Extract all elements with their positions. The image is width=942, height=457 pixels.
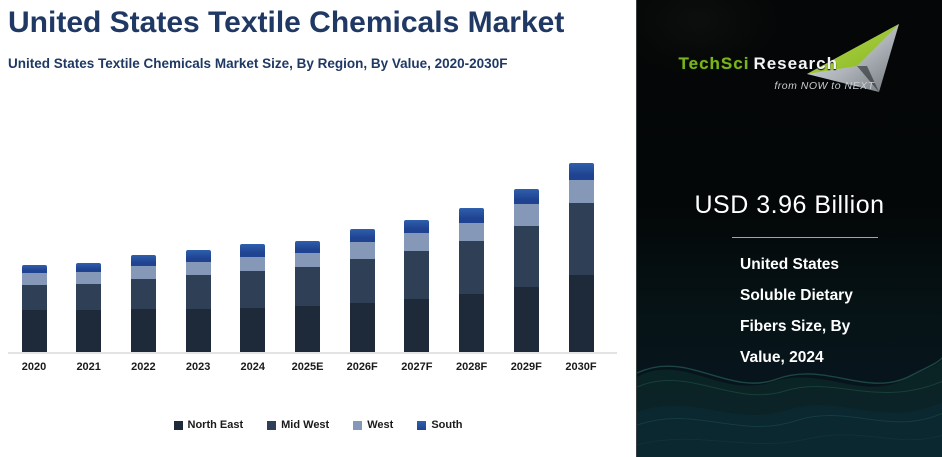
- legend-swatch-mid-west: [267, 420, 277, 430]
- legend-item-south: South: [417, 419, 462, 431]
- bar-segment-south: [349, 229, 375, 242]
- bar-segment-north-east: [76, 310, 102, 352]
- brand-panel: TechSci Research from NOW to NEXT USD 3.9…: [636, 0, 942, 457]
- page-title: United States Textile Chemicals Market: [8, 6, 565, 39]
- bar-segment-mid-west: [76, 284, 102, 310]
- bar-segment-mid-west: [404, 251, 430, 299]
- bar-segment-mid-west: [130, 279, 156, 309]
- brand-name-secondary: Research: [753, 54, 838, 73]
- bar-segment-south: [76, 263, 102, 272]
- bar-segment-west: [21, 273, 47, 285]
- bar-2030F: [568, 163, 594, 352]
- bar-2026F: [349, 229, 375, 352]
- x-axis-label-2026F: 2026F: [346, 361, 378, 373]
- x-axis-label-2025E: 2025E: [291, 361, 324, 373]
- bar-segment-mid-west: [185, 275, 211, 309]
- bar-segment-south: [568, 163, 594, 180]
- bar-segment-west: [459, 223, 485, 241]
- bar-segment-west: [185, 262, 211, 275]
- bar-2028F: [459, 208, 485, 352]
- bar-segment-north-east: [513, 287, 539, 352]
- legend-item-mid-west: Mid West: [267, 419, 329, 431]
- bar-2023: [185, 250, 211, 352]
- bar-segment-mid-west: [349, 259, 375, 303]
- bar-segment-west: [76, 272, 102, 284]
- bar-segment-south: [513, 189, 539, 204]
- x-axis-label-2024: 2024: [240, 361, 266, 373]
- bar-2022: [130, 255, 156, 352]
- caption-line-4: Value, 2024: [740, 349, 824, 366]
- bar-2029F: [513, 189, 539, 352]
- bar-segment-south: [404, 220, 430, 233]
- techsci-logo: TechSci Research from NOW to NEXT: [679, 22, 901, 94]
- bar-segment-west: [349, 242, 375, 259]
- x-axis-label-2029F: 2029F: [510, 361, 542, 373]
- headline-divider: [732, 237, 878, 238]
- caption-line-2: Soluble Dietary: [740, 287, 853, 304]
- chart-section: United States Textile Chemicals Market U…: [0, 6, 636, 431]
- x-axis-label-2030F: 2030F: [565, 361, 597, 373]
- bar-segment-north-east: [349, 303, 375, 352]
- legend-label-south: South: [431, 419, 463, 431]
- x-axis-line: [8, 352, 617, 354]
- chart-legend: North East Mid West West South: [0, 419, 636, 431]
- techsci-arrow-icon: [806, 24, 899, 92]
- brand-tagline: from NOW to NEXT: [774, 80, 875, 92]
- bar-segment-west: [404, 233, 430, 251]
- legend-item-west: West: [353, 419, 393, 431]
- bar-segment-south: [130, 255, 156, 266]
- legend-label-north-east: North East: [187, 419, 244, 431]
- x-axis-label-2020: 2020: [21, 361, 47, 373]
- x-axis-label-2027F: 2027F: [401, 361, 433, 373]
- bar-2027F: [404, 220, 430, 352]
- bar-2025E: [295, 241, 320, 352]
- x-axis-label-2028F: 2028F: [455, 361, 488, 373]
- bar-segment-north-east: [568, 275, 594, 352]
- bar-2020: [21, 265, 47, 352]
- bar-segment-north-east: [459, 294, 485, 352]
- caption-line-3: Fibers Size, By: [740, 318, 851, 335]
- bar-segment-north-east: [295, 306, 320, 352]
- bar-segment-south: [459, 208, 485, 223]
- bar-segment-mid-west: [21, 285, 47, 310]
- chart-subtitle: United States Textile Chemicals Market S…: [8, 56, 508, 71]
- bar-segment-west: [568, 180, 594, 203]
- bar-segment-west: [240, 257, 266, 271]
- bar-segment-south: [185, 250, 211, 262]
- bar-segment-mid-west: [568, 203, 594, 275]
- bar-segment-south: [240, 244, 266, 257]
- bar-2024: [240, 244, 266, 352]
- bar-segment-north-east: [130, 309, 156, 352]
- legend-swatch-south: [417, 420, 427, 430]
- x-axis-label-2021: 2021: [76, 361, 101, 373]
- x-axis-label-2022: 2022: [131, 361, 156, 373]
- legend-item-north-east: North East: [173, 419, 244, 431]
- legend-label-west: West: [367, 419, 394, 431]
- bar-segment-north-east: [21, 310, 47, 352]
- market-value-headline: USD 3.96 Billion: [694, 191, 885, 219]
- bar-segment-mid-west: [240, 271, 266, 308]
- wave-pattern-decoration: [637, 357, 942, 457]
- techsci-wordmark: TechSci Research: [679, 54, 839, 74]
- bar-segment-south: [21, 265, 47, 273]
- bar-segment-west: [295, 253, 320, 267]
- legend-swatch-west: [353, 420, 363, 430]
- bar-segment-mid-west: [513, 226, 539, 287]
- bar-segment-north-east: [404, 299, 430, 352]
- legend-label-mid-west: Mid West: [281, 419, 330, 431]
- market-caption: United States Soluble Dietary Fibers Siz…: [740, 256, 920, 380]
- caption-line-1: United States: [740, 256, 840, 273]
- bar-segment-mid-west: [295, 267, 320, 306]
- legend-swatch-north-east: [173, 420, 183, 430]
- bar-2021: [76, 263, 102, 352]
- bar-segment-west: [130, 266, 156, 279]
- brand-name-primary: TechSci: [678, 54, 750, 73]
- bar-segment-south: [295, 241, 320, 253]
- x-axis-label-2023: 2023: [185, 361, 211, 373]
- bar-segment-north-east: [240, 308, 266, 352]
- bar-segment-mid-west: [459, 241, 485, 294]
- bar-segment-west: [513, 204, 539, 226]
- bar-segment-north-east: [185, 309, 211, 352]
